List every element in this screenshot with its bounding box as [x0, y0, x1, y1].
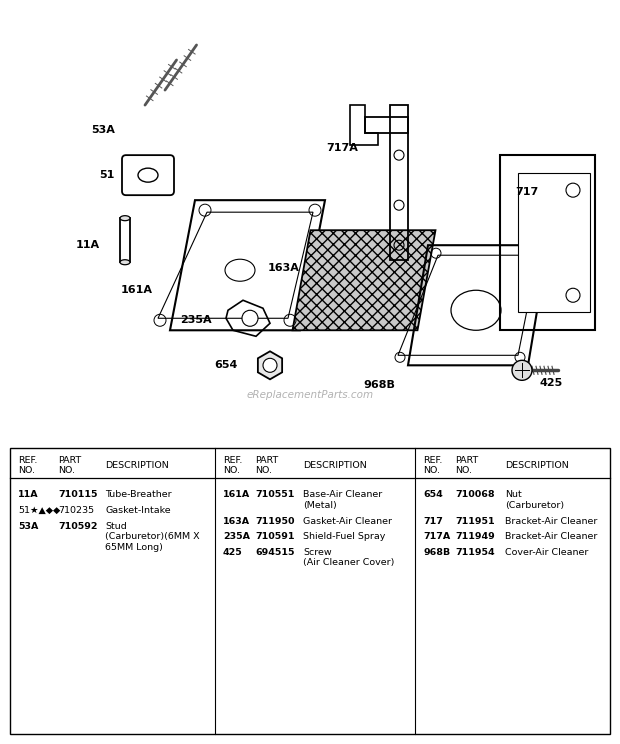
- Text: 235A: 235A: [223, 532, 250, 541]
- Text: REF.: REF.: [423, 456, 443, 465]
- Text: 710551: 710551: [255, 490, 294, 499]
- Text: DESCRIPTION: DESCRIPTION: [505, 461, 569, 470]
- Circle shape: [512, 360, 532, 380]
- Text: 711951: 711951: [455, 516, 495, 525]
- Text: 53A: 53A: [18, 522, 38, 530]
- Text: NO.: NO.: [58, 466, 75, 475]
- Text: 65MM Long): 65MM Long): [105, 542, 163, 551]
- Bar: [10, 449, 610, 734]
- Circle shape: [263, 359, 277, 372]
- Text: 968B: 968B: [363, 380, 395, 391]
- Text: 711950: 711950: [255, 516, 294, 525]
- Text: 710591: 710591: [255, 532, 294, 541]
- Bar: [500, 155, 595, 330]
- Text: PART: PART: [255, 456, 278, 465]
- Text: Nut: Nut: [505, 490, 522, 499]
- Text: Gasket-Air Cleaner: Gasket-Air Cleaner: [303, 516, 392, 525]
- Text: 163A: 163A: [268, 263, 300, 273]
- Text: NO.: NO.: [255, 466, 272, 475]
- Text: NO.: NO.: [223, 466, 240, 475]
- Text: Shield-Fuel Spray: Shield-Fuel Spray: [303, 532, 386, 541]
- Text: (Air Cleaner Cover): (Air Cleaner Cover): [303, 558, 394, 567]
- Text: DESCRIPTION: DESCRIPTION: [105, 461, 169, 470]
- Text: DESCRIPTION: DESCRIPTION: [303, 461, 367, 470]
- Text: 163A: 163A: [223, 516, 250, 525]
- Bar: [518, 173, 590, 312]
- Text: 654: 654: [423, 490, 443, 499]
- Text: PART: PART: [58, 456, 81, 465]
- Text: (Carburetor): (Carburetor): [505, 501, 564, 510]
- Ellipse shape: [120, 260, 130, 265]
- Text: Screw: Screw: [303, 548, 332, 557]
- Text: eReplacementParts.com: eReplacementParts.com: [246, 391, 374, 400]
- Text: 710235: 710235: [58, 506, 94, 515]
- Text: Gasket-Intake: Gasket-Intake: [105, 506, 170, 515]
- Text: 425: 425: [223, 548, 243, 557]
- Ellipse shape: [120, 216, 130, 221]
- Text: Cover-Air Cleaner: Cover-Air Cleaner: [505, 548, 588, 557]
- Circle shape: [242, 310, 258, 327]
- Text: 717A: 717A: [423, 532, 450, 541]
- Text: Base-Air Cleaner: Base-Air Cleaner: [303, 490, 383, 499]
- Text: 710592: 710592: [58, 522, 97, 530]
- Polygon shape: [258, 351, 282, 379]
- Text: NO.: NO.: [455, 466, 472, 475]
- Text: 425: 425: [540, 379, 563, 388]
- Text: 51★▲◆◆: 51★▲◆◆: [18, 506, 60, 515]
- Text: Stud: Stud: [105, 522, 126, 530]
- Text: Tube-Breather: Tube-Breather: [105, 490, 172, 499]
- Text: 161A: 161A: [223, 490, 250, 499]
- Text: 11A: 11A: [76, 240, 100, 250]
- Text: NO.: NO.: [18, 466, 35, 475]
- Text: 51: 51: [100, 170, 115, 180]
- Text: NO.: NO.: [423, 466, 440, 475]
- Text: 11A: 11A: [18, 490, 38, 499]
- Text: 53A: 53A: [91, 125, 115, 135]
- Text: 711954: 711954: [455, 548, 495, 557]
- Text: 694515: 694515: [255, 548, 294, 557]
- Text: 710115: 710115: [58, 490, 97, 499]
- Text: 711949: 711949: [455, 532, 495, 541]
- Text: 968B: 968B: [423, 548, 450, 557]
- Polygon shape: [293, 230, 435, 330]
- Text: (Metal): (Metal): [303, 501, 337, 510]
- Text: PART: PART: [455, 456, 478, 465]
- Text: 161A: 161A: [121, 285, 153, 295]
- Text: (Carburetor)(6MM X: (Carburetor)(6MM X: [105, 532, 200, 541]
- Text: 717A: 717A: [326, 143, 358, 153]
- Text: 717: 717: [423, 516, 443, 525]
- Text: 654: 654: [215, 360, 238, 371]
- Text: 235A: 235A: [180, 315, 212, 325]
- Text: 717: 717: [515, 187, 538, 197]
- Text: 710068: 710068: [455, 490, 495, 499]
- Text: Bracket-Air Cleaner: Bracket-Air Cleaner: [505, 516, 598, 525]
- Text: REF.: REF.: [18, 456, 37, 465]
- Text: REF.: REF.: [223, 456, 242, 465]
- Text: Bracket-Air Cleaner: Bracket-Air Cleaner: [505, 532, 598, 541]
